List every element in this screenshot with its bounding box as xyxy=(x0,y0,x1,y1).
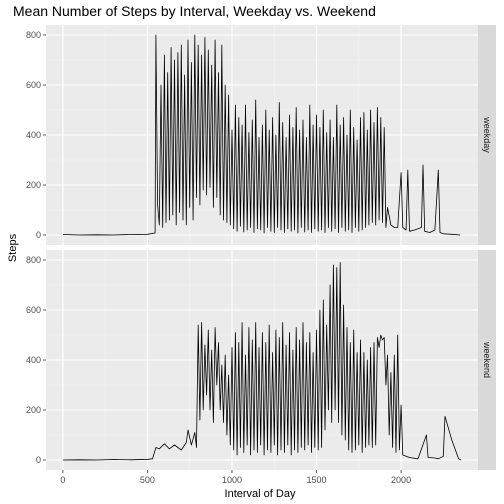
x-tick-label: 500 xyxy=(140,475,155,485)
x-tick-label: 1000 xyxy=(222,475,242,485)
facet-strip xyxy=(478,250,496,470)
y-tick-label: 200 xyxy=(26,405,41,415)
x-tick-label: 1500 xyxy=(307,475,327,485)
panel-weekday: 0 200 400 600 800 weekday xyxy=(26,25,496,245)
y-tick-label: 600 xyxy=(26,305,41,315)
y-tick-label: 600 xyxy=(26,80,41,90)
x-tick-label: 2000 xyxy=(391,475,411,485)
y-tick-label: 400 xyxy=(26,130,41,140)
facet-label-weekend: weekend xyxy=(482,341,492,378)
y-tick-label: 0 xyxy=(36,230,41,240)
x-axis-title: Interval of Day xyxy=(225,488,296,500)
panel-weekend: 0 200 400 600 800 weekend xyxy=(26,250,496,470)
facet-label-weekday: weekday xyxy=(482,116,492,153)
x-axis: 0 500 1000 1500 2000 xyxy=(60,470,411,485)
facet-strip xyxy=(478,25,496,245)
chart-panels: 0 200 400 600 800 weekday 0 200 400 600 800 weekend xyxy=(26,25,496,470)
chart-title: Mean Number of Steps by Interval, Weekda… xyxy=(13,3,376,19)
series-line-weekday xyxy=(62,34,461,236)
y-tick-label: 400 xyxy=(26,355,41,365)
series-line-weekend xyxy=(62,262,462,461)
y-tick-label: 800 xyxy=(26,30,41,40)
x-tick-label: 0 xyxy=(60,475,65,485)
y-tick-label: 200 xyxy=(26,180,41,190)
y-tick-label: 0 xyxy=(36,455,41,465)
y-tick-label: 800 xyxy=(26,255,41,265)
y-axis-title: Steps xyxy=(7,233,19,262)
